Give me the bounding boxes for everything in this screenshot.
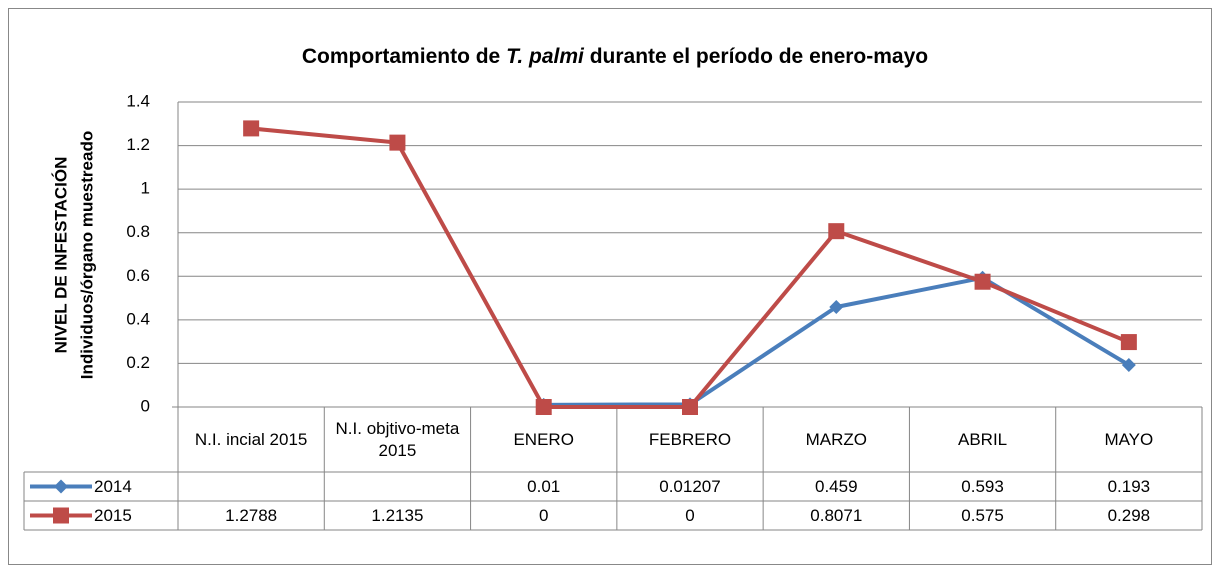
y-tick-label: 1.2 [126, 135, 150, 154]
title-run: durante el período de enero-mayo [584, 45, 928, 68]
x-tick-label: ENERO [513, 429, 574, 449]
legend-label: 2014 [94, 477, 132, 496]
x-tick-label: N.I. incial 2015 [194, 429, 308, 449]
marker [243, 120, 260, 137]
marker [1120, 334, 1137, 351]
data-table-value: 1.2788 [225, 505, 278, 525]
title-run: Comportamiento de [302, 45, 506, 68]
data-table-value: 0.01 [527, 476, 561, 496]
data-table-value: 1.2135 [371, 505, 424, 525]
marker [54, 479, 68, 494]
x-tick-label: ABRIL [957, 429, 1008, 449]
marker [974, 273, 991, 290]
data-table-value: 0.459 [815, 476, 858, 496]
data-table-value [178, 472, 324, 501]
data-table-value: 0.575 [961, 505, 1004, 525]
marker [1121, 357, 1136, 372]
data-table-value: 0.01207 [659, 476, 721, 496]
data-table-value: 0.8071 [810, 505, 863, 525]
y-tick-label: 0.8 [126, 222, 150, 241]
marker [389, 134, 406, 151]
data-table-value: 0.193 [1107, 476, 1151, 496]
x-tick-label: FEBRERO [648, 429, 732, 449]
x-tick-label: MARZO [805, 429, 867, 449]
y-axis-label: Individuos/órgano muestreado [77, 131, 96, 379]
legend-label: 2015 [94, 506, 132, 525]
data-table-value: 0 [685, 505, 695, 525]
data-table-value: 0.593 [961, 476, 1004, 496]
y-tick-label: 0 [141, 396, 150, 415]
y-tick-label: 0.4 [126, 309, 150, 328]
y-tick-label: 1.4 [126, 91, 150, 110]
marker [682, 399, 698, 415]
title-run: T. palmi [506, 45, 585, 68]
y-tick-label: 1 [141, 179, 150, 198]
x-tick-label: MAYO [1104, 429, 1154, 449]
marker [53, 507, 69, 524]
x-tick-label: N.I. objtivo-meta 2015 [335, 418, 460, 460]
chart-title: Comportamiento de T. palmi durante el pe… [302, 45, 928, 68]
y-tick-label: 0.6 [126, 266, 150, 285]
marker [828, 223, 845, 240]
y-axis-label: NIVEL DE INFESTACIÓN [51, 157, 70, 354]
data-table-value: 0.298 [1107, 505, 1151, 525]
y-tick-label: 0.2 [126, 353, 150, 372]
marker [535, 399, 552, 415]
data-table-value: 0 [538, 505, 549, 525]
data-table-value [324, 472, 470, 501]
marker [829, 300, 844, 315]
